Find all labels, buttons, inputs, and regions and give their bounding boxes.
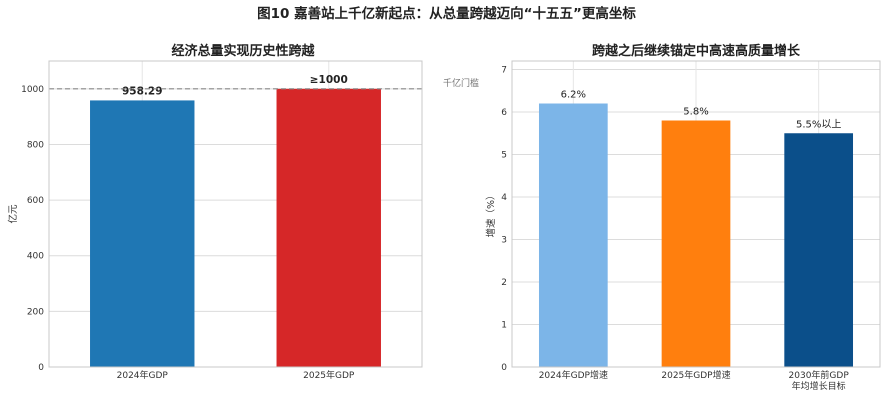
y-tick-label: 7	[501, 66, 507, 76]
chart-title: 经济总量实现历史性跨越	[171, 43, 315, 59]
x-tick-label: 2024年GDP增速	[539, 369, 608, 381]
y-axis-label: 增速（%）	[485, 190, 497, 237]
chart-gdp-total: 经济总量实现历史性跨越 亿元 0 200 400 600 800 1000 958.29 20…	[7, 43, 479, 381]
data-label: ≥1000	[310, 74, 348, 86]
plot-frame	[48, 60, 423, 368]
x-tick-label: 年均增长目标	[792, 380, 846, 392]
y-tick-label: 800	[27, 140, 44, 150]
chart-growth-rate: 跨越之后继续锚定中高速高质量增长 增速（%） 0 1 2 3 4 5 6 7 6.2% 2024年…	[485, 43, 881, 392]
x-tick-label: 2025年GDP增速	[661, 369, 730, 381]
y-tick-label: 5	[501, 151, 507, 161]
threshold-label: 千亿门槛	[443, 77, 479, 89]
plot-frame	[511, 60, 881, 368]
y-tick-label: 0	[501, 363, 507, 373]
x-tick-label: 2025年GDP	[303, 369, 355, 381]
y-tick-label: 600	[27, 196, 44, 206]
data-label: 5.5%以上	[796, 118, 841, 130]
figure-title: 图10 嘉善站上千亿新起点：从总量跨越迈向“十五五”更高坐标	[257, 5, 636, 22]
bar	[276, 88, 381, 368]
bar	[661, 120, 731, 367]
data-label: 6.2%	[561, 90, 586, 101]
bar	[90, 100, 195, 367]
y-tick-label: 200	[27, 307, 44, 317]
y-tick-label: 4	[501, 193, 507, 203]
y-axis-label: 亿元	[7, 204, 19, 224]
x-tick-label: 2024年GDP	[117, 369, 169, 381]
data-label: 5.8%	[683, 107, 708, 118]
y-tick-label: 400	[27, 252, 44, 262]
y-tick-label: 1000	[21, 85, 44, 95]
data-label: 958.29	[122, 85, 163, 97]
y-tick-label: 6	[501, 108, 507, 118]
bar	[538, 103, 608, 367]
x-tick-label: 2030年前GDP	[789, 369, 850, 381]
chart-title: 跨越之后继续锚定中高速高质量增长	[592, 43, 801, 59]
y-tick-label: 0	[38, 363, 44, 373]
bar	[784, 133, 854, 367]
y-tick-label: 2	[501, 278, 507, 288]
y-tick-label: 3	[501, 236, 507, 246]
y-tick-label: 1	[501, 321, 507, 331]
